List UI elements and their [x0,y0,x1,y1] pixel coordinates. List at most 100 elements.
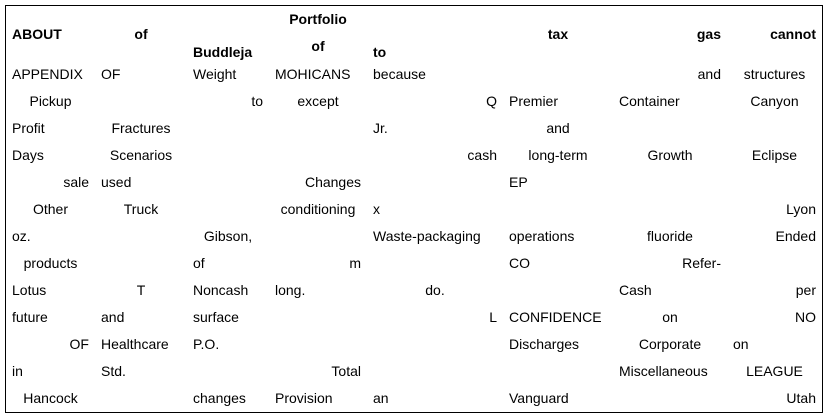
table-cell: in [12,362,23,379]
table-cell [727,168,822,195]
table-cell: per [795,281,816,298]
table-cell [269,222,367,249]
table-cell: operations [509,227,575,244]
table-cell [95,384,187,411]
table-cell: m [349,254,361,271]
table-cell: Vanguard [509,389,569,406]
table-cell [727,114,822,141]
table-cell: Profit [12,119,45,136]
table-row: Pickup to except Q Premier Container Can… [6,87,822,114]
table-cell: and [546,119,570,136]
header-cell: ABOUT [12,26,62,42]
table-cell [613,114,727,141]
table-cell [269,303,367,330]
table-cell: Miscellaneous [619,362,708,379]
table-cell: Corporate [638,335,702,352]
table-cell: Healthcare [101,335,169,352]
table-row: Days Scenarios cash long-term Growth Ecl… [6,141,822,168]
table-cell: Refer- [682,254,721,271]
table-cell: OF [101,65,121,82]
table-cell: do. [425,281,445,298]
table-cell: NO [795,308,816,325]
table-cell: OF [69,335,89,352]
table-cell: Container [619,92,680,109]
table-cell: T [136,281,146,298]
table-cell: Provision [275,389,333,406]
table-cell: Q [486,92,497,109]
table-cell: CO [509,254,530,271]
table-cell: EP [509,173,528,190]
table-row: OF Healthcare P.O. Discharges Corporate … [6,330,822,357]
table-cell: P.O. [193,335,220,352]
table-cell: used [101,173,132,190]
header-cell: Buddleja [193,44,253,60]
table-cell: conditioning [280,200,356,217]
table-cell [613,168,727,195]
table-cell [187,357,269,384]
table-row: oz. Gibson, Waste-packaging operations f… [6,222,822,249]
table-cell: changes [193,389,246,406]
table-cell: to [251,92,263,109]
table-cell: long. [275,281,306,298]
table-cell [613,195,727,222]
table-cell [187,195,269,222]
data-table-frame: ABOUT of Buddleja Portfolio of to tax ga… [5,5,823,413]
table-cell: sale [63,173,89,190]
table-cell: Other [32,200,68,217]
table-cell: x [373,200,380,217]
table-row: in Std. Total Miscellaneous LEAGUE [6,357,822,384]
table-cell [367,249,503,276]
table-cell: Scenarios [109,146,173,163]
table-row: products of m CO Refer- [6,249,822,276]
table-cell: Weight [193,65,237,82]
table-cell: Changes [304,173,361,190]
table-cell: on [662,308,678,325]
table-cell: except [297,92,339,109]
table-cell: Lyon [786,200,816,217]
table-cell: an [373,389,389,406]
header-line-top: Portfolio [289,11,347,27]
table-cell: fluoride [647,227,693,244]
table-cell: Cash [619,281,652,298]
table-cell [95,87,187,114]
table-cell: L [489,308,497,325]
table-cell: Days [12,146,44,163]
table-cell: of [193,254,205,271]
table-cell [95,222,187,249]
table-cell: oz. [12,227,31,244]
table-row: APPENDIX OF Weight MOHICANS because and … [6,60,822,87]
table-cell [269,141,367,168]
table-cell [187,168,269,195]
table-cell: because [373,65,426,82]
table-cell [187,114,269,141]
table-cell: Premier [509,92,559,109]
table-cell: Waste-packaging [373,227,481,244]
table-cell: Ended [775,227,816,244]
data-table: ABOUT of Buddleja Portfolio of to tax ga… [6,6,822,411]
table-cell [367,330,503,357]
table-cell: on [733,335,749,352]
table-cell: structures [743,65,806,82]
table-cell: LEAGUE [746,362,803,379]
table-cell: CONFIDENCE [509,308,602,325]
table-cell: Noncash [193,281,249,298]
header-cell: to [373,44,387,60]
table-row: sale used Changes EP [6,168,822,195]
header-cell: Portfolio of [269,6,367,60]
table-cell [503,276,613,303]
table-cell [95,249,187,276]
table-cell: Canyon [750,92,799,109]
table-row: Profit Fractures Jr. and [6,114,822,141]
table-cell: Eclipse [751,146,798,163]
table-cell: Total [331,362,361,379]
table-cell: cash [467,146,497,163]
table-row: Hancock changes Provision an Vanguard Ut… [6,384,822,411]
table-cell [367,168,503,195]
table-cell: Truck [123,200,159,217]
table-cell: Pickup [29,92,72,109]
header-line-bottom: of [311,38,325,54]
table-cell [503,357,613,384]
table-cell: surface [193,308,239,325]
table-cell: Utah [786,389,816,406]
table-cell [503,60,613,87]
